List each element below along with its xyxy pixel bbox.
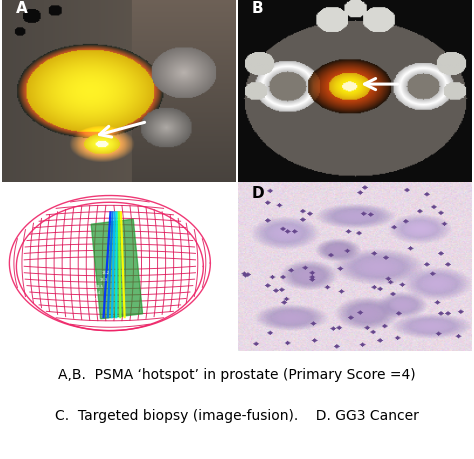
Text: B: B — [252, 1, 264, 16]
Text: 13-2: 13-2 — [102, 271, 109, 274]
Text: A,B.  PSMA ‘hotspot’ in prostate (Primary Score =4): A,B. PSMA ‘hotspot’ in prostate (Primary… — [58, 367, 416, 381]
Text: C.  Targeted biopsy (image-fusion).    D. GG3 Cancer: C. Targeted biopsy (image-fusion). D. GG… — [55, 409, 419, 422]
Text: 13-4: 13-4 — [92, 291, 100, 295]
Text: 13-5: 13-5 — [96, 284, 104, 288]
Text: A: A — [17, 1, 28, 16]
Text: D: D — [252, 186, 264, 201]
Text: 13-3: 13-3 — [100, 277, 107, 281]
Polygon shape — [91, 220, 143, 319]
Text: C: C — [17, 186, 27, 201]
Text: 13-7: 13-7 — [89, 297, 97, 302]
